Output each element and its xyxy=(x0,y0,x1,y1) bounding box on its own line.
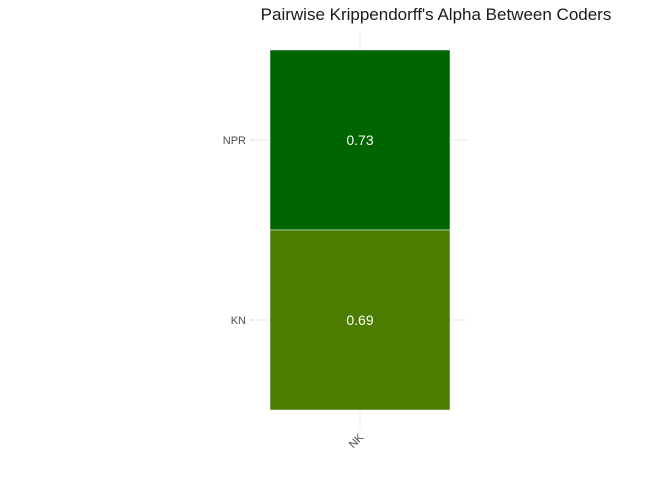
cell-value-label: 0.73 xyxy=(346,132,373,148)
cell-value-label: 0.69 xyxy=(346,312,373,328)
y-tick-label: KN xyxy=(231,315,246,327)
heatmap-cell-npr xyxy=(269,49,451,231)
y-tick-label: NPR xyxy=(223,135,246,147)
x-tick-label: NK xyxy=(347,431,367,451)
heatmap-cell-kn xyxy=(269,229,451,411)
chart-title: Pairwise Krippendorff's Alpha Between Co… xyxy=(260,5,612,24)
